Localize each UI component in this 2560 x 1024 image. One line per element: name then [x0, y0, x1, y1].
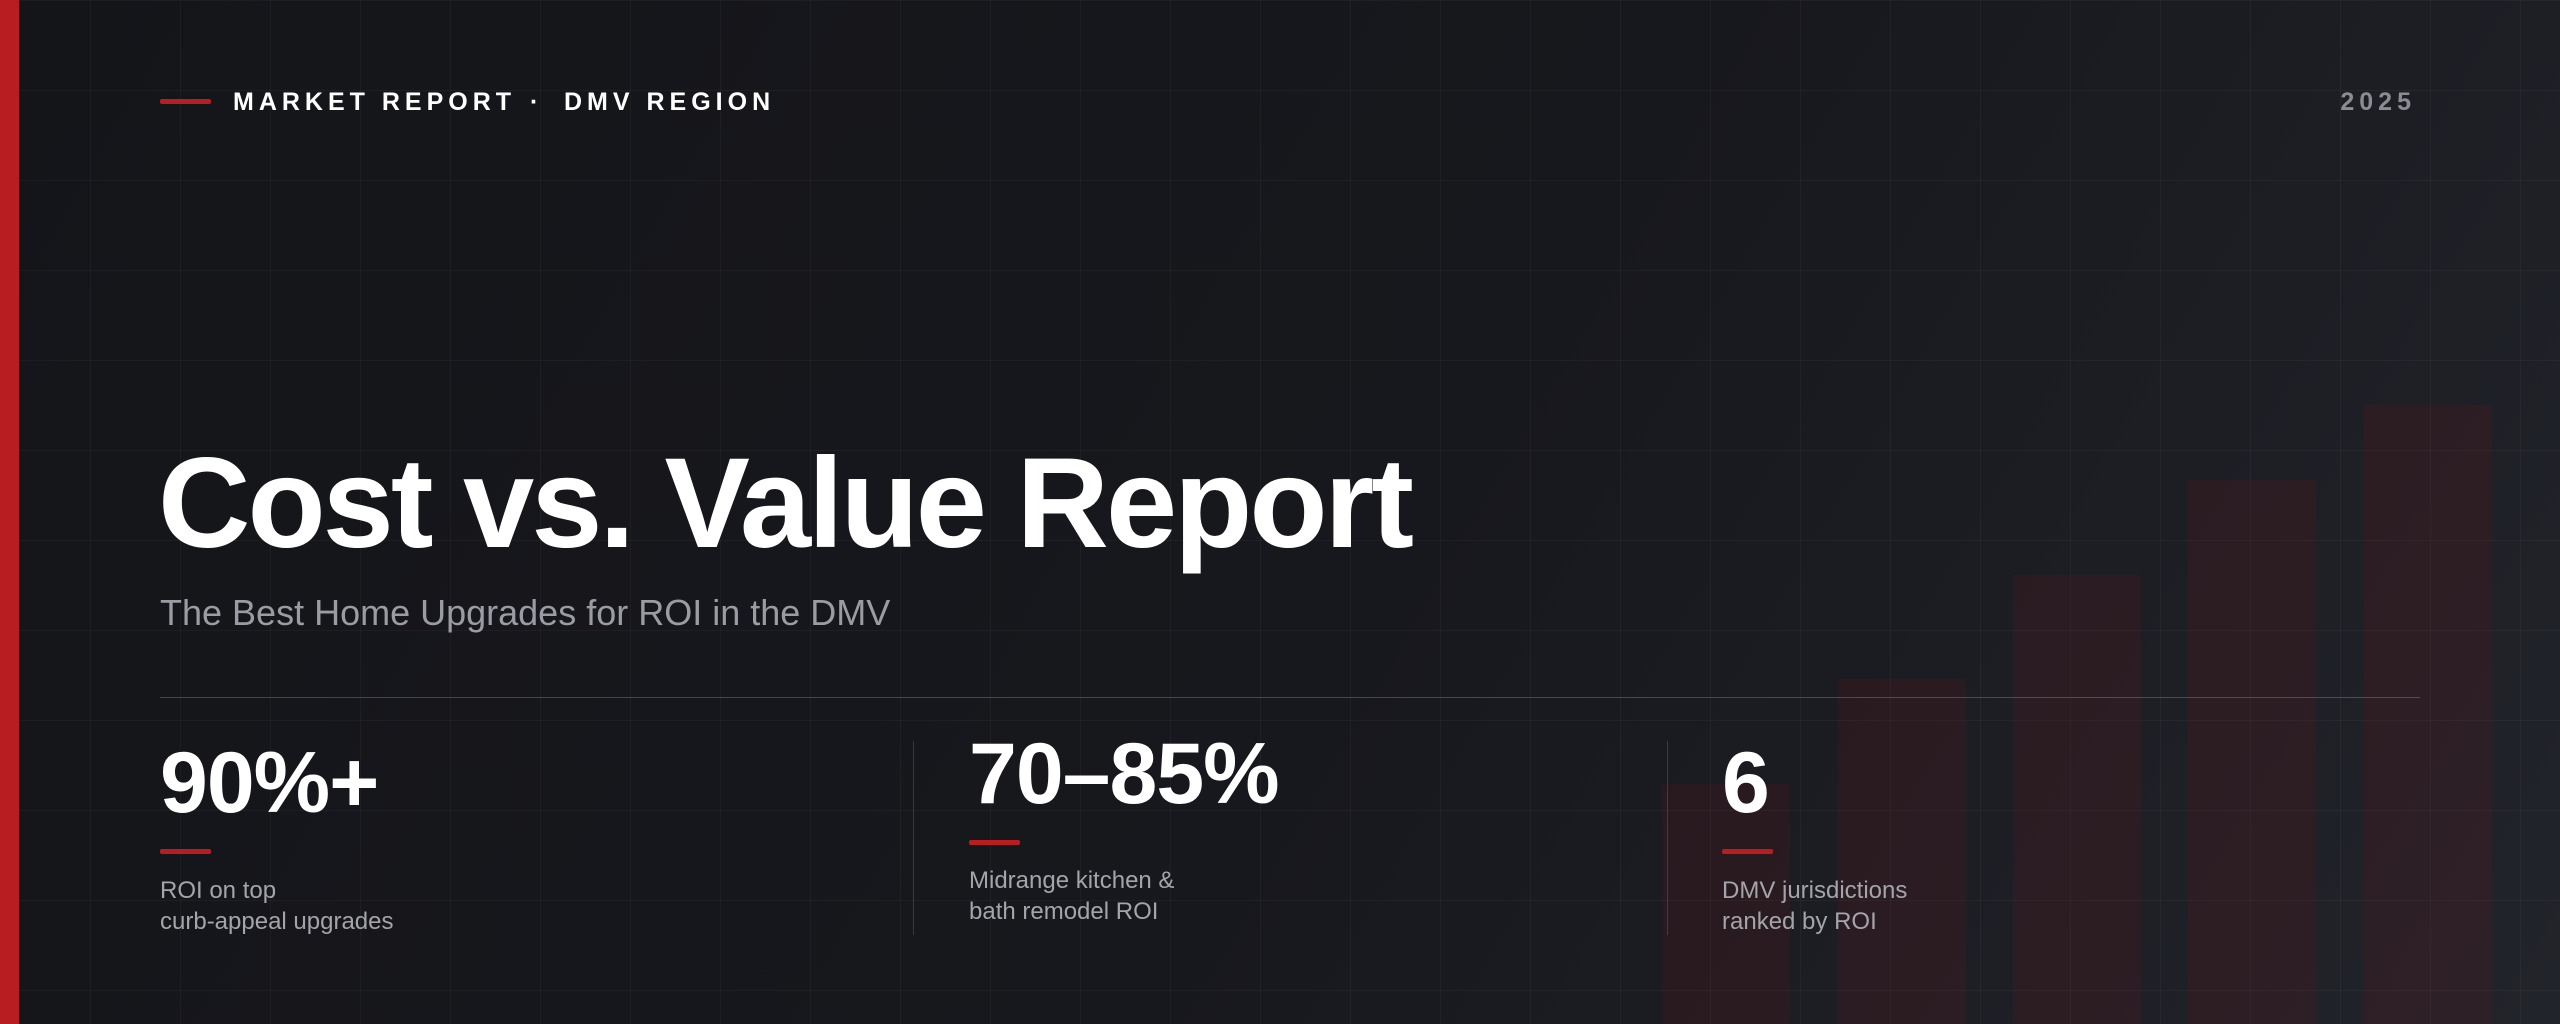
decor-bar: [2188, 480, 2316, 1024]
header-dash: [160, 99, 211, 104]
stat-dash: [1722, 849, 1773, 854]
kicker-separator: ·: [530, 88, 544, 116]
stat-label-line: Midrange kitchen &: [969, 867, 1175, 894]
stat-value: 6: [1722, 735, 1770, 831]
decor-bar: [2364, 405, 2492, 1024]
region: DMV REGION: [564, 88, 776, 116]
stat-label-line: DMV jurisdictions: [1722, 877, 1908, 904]
stat-separator: [1667, 741, 1668, 935]
stat-label: ROI on top curb-appeal upgrades: [160, 875, 394, 937]
stat-value: 90%+: [160, 735, 379, 831]
stat-label: DMV jurisdictions ranked by ROI: [1722, 875, 1907, 937]
subtitle: The Best Home Upgrades for ROI in the DM…: [160, 592, 891, 633]
accent-bar: [0, 0, 19, 1024]
stat-dash: [160, 849, 211, 854]
stat-separator: [913, 741, 914, 935]
decor-bar: [2013, 575, 2141, 1024]
stat-value: 70–85%: [969, 726, 1280, 822]
stat-label-line: ROI on top: [160, 877, 277, 904]
stat-label-line: ranked by ROI: [1722, 908, 1877, 935]
year: 2025: [2340, 88, 2416, 116]
stat-label: Midrange kitchen & bath remodel ROI: [969, 865, 1174, 927]
divider: [160, 697, 2420, 698]
decor-bar: [1838, 679, 1966, 1024]
kicker: MARKET REPORT: [233, 88, 517, 116]
decor-bar: [1662, 784, 1790, 1024]
stat-dash: [969, 840, 1020, 845]
stat-label-line: bath remodel ROI: [969, 898, 1159, 925]
stat-label-line: curb-appeal upgrades: [160, 908, 394, 935]
title: Cost vs. Value Report: [158, 432, 1414, 575]
